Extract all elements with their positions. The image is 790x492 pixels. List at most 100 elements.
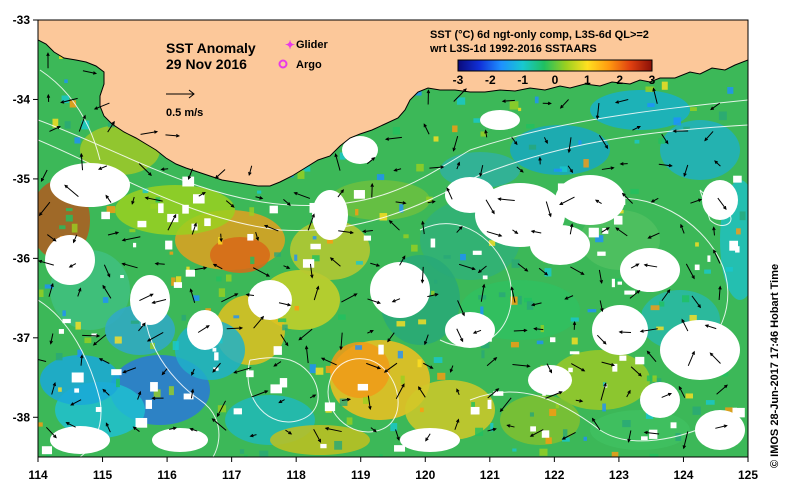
current-arrow-icon bbox=[449, 365, 454, 373]
anomaly-speckle bbox=[168, 386, 174, 396]
current-arrow-icon bbox=[38, 358, 47, 362]
no-data-speckle bbox=[626, 338, 631, 343]
anomaly-speckle bbox=[400, 375, 405, 385]
x-tick-label: 114 bbox=[28, 468, 48, 482]
anomaly-patch bbox=[550, 350, 650, 410]
current-arrow-icon bbox=[370, 182, 374, 198]
current-arrow-icon bbox=[680, 223, 685, 234]
no-data-region bbox=[660, 320, 740, 380]
current-arrow-icon bbox=[49, 333, 54, 345]
anomaly-speckle bbox=[619, 209, 624, 214]
anomaly-speckle bbox=[690, 107, 697, 112]
anomaly-speckle bbox=[437, 372, 446, 380]
contour-line bbox=[144, 279, 220, 457]
colorbar-tick-label: 3 bbox=[649, 73, 656, 87]
no-data-speckle bbox=[617, 281, 623, 285]
no-data-speckle bbox=[530, 239, 540, 248]
current-arrow-icon bbox=[704, 324, 717, 330]
current-arrow-icon bbox=[198, 191, 206, 197]
anomaly-speckle bbox=[673, 117, 682, 126]
current-arrow-icon bbox=[559, 99, 569, 109]
current-arrow-icon bbox=[387, 332, 395, 343]
no-data-speckle bbox=[733, 407, 745, 418]
current-arrow-icon bbox=[189, 427, 198, 432]
current-arrow-icon bbox=[339, 332, 343, 351]
current-arrow-icon bbox=[304, 345, 309, 364]
current-arrow-icon bbox=[630, 366, 642, 377]
anomaly-speckle bbox=[705, 400, 715, 405]
anomaly-speckle bbox=[562, 437, 570, 442]
current-arrow-icon bbox=[423, 362, 434, 369]
no-data-speckle bbox=[140, 321, 145, 326]
y-tick-label: -35 bbox=[13, 172, 31, 186]
current-arrow-icon bbox=[423, 123, 430, 135]
current-arrow-icon bbox=[511, 136, 518, 146]
anomaly-speckle bbox=[130, 320, 140, 324]
current-arrow-icon bbox=[337, 189, 345, 198]
contour-line bbox=[39, 69, 101, 161]
anomaly-speckle bbox=[545, 437, 552, 444]
anomaly-speckle bbox=[529, 412, 534, 417]
current-arrow-icon bbox=[212, 362, 221, 373]
anomaly-speckle bbox=[277, 318, 287, 323]
anomaly-speckle bbox=[416, 163, 424, 172]
anomaly-speckle bbox=[218, 288, 226, 297]
current-arrow-icon bbox=[681, 318, 689, 332]
current-arrow-icon bbox=[46, 93, 51, 102]
current-arrow-icon bbox=[546, 363, 553, 374]
current-arrow-icon bbox=[367, 298, 381, 304]
current-arrow-icon bbox=[38, 259, 54, 266]
anomaly-speckle bbox=[647, 103, 655, 108]
no-data-region bbox=[50, 426, 110, 454]
anomaly-speckle bbox=[540, 325, 544, 333]
anomaly-speckle bbox=[431, 290, 435, 296]
anomaly-speckle bbox=[452, 125, 458, 133]
current-arrow-icon bbox=[632, 125, 641, 131]
current-arrow-icon bbox=[255, 231, 259, 242]
anomaly-speckle bbox=[544, 268, 552, 277]
current-arrow-icon bbox=[575, 399, 584, 403]
anomaly-speckle bbox=[443, 255, 451, 259]
current-arrow-icon bbox=[278, 399, 285, 404]
no-data-speckle bbox=[273, 346, 282, 355]
anomaly-speckle bbox=[129, 229, 136, 233]
current-arrow-icon bbox=[280, 334, 289, 347]
x-tick-label: 121 bbox=[480, 468, 500, 482]
no-data-speckle bbox=[597, 251, 606, 256]
current-arrow-icon bbox=[650, 197, 659, 203]
anomaly-speckle bbox=[481, 341, 490, 349]
map-title: SST Anomaly bbox=[166, 40, 256, 56]
no-data-speckle bbox=[649, 429, 658, 439]
no-data-speckle bbox=[133, 242, 137, 248]
current-arrow-icon bbox=[506, 424, 515, 428]
current-arrow-icon bbox=[48, 282, 54, 297]
anomaly-speckle bbox=[150, 203, 158, 209]
current-arrow-icon bbox=[510, 286, 516, 303]
current-arrow-icon bbox=[248, 165, 253, 176]
anomaly-patch bbox=[405, 380, 495, 440]
x-axis: 114 115 116 117 118 119 120 121 122 123 124 125 bbox=[28, 457, 758, 482]
anomaly-speckle bbox=[379, 454, 383, 457]
current-arrow-icon bbox=[47, 234, 57, 242]
current-arrow-icon bbox=[530, 229, 542, 234]
anomaly-speckle bbox=[59, 225, 66, 230]
current-arrow-icon bbox=[225, 200, 235, 208]
current-arrow-icon bbox=[64, 184, 79, 198]
no-data-speckle bbox=[602, 228, 609, 234]
current-arrow-icon bbox=[165, 134, 181, 138]
current-arrow-icon bbox=[98, 358, 110, 364]
current-arrow-icon bbox=[564, 295, 574, 300]
anomaly-speckle bbox=[434, 279, 438, 284]
no-data-region bbox=[370, 262, 430, 318]
no-data-speckle bbox=[74, 388, 80, 393]
current-arrow-icon bbox=[139, 293, 154, 302]
contour-line bbox=[599, 197, 729, 361]
current-arrow-icon bbox=[486, 357, 498, 367]
current-arrow-icon bbox=[426, 89, 431, 105]
current-arrow-icon bbox=[596, 334, 607, 345]
current-arrow-icon bbox=[144, 196, 163, 202]
anomaly-speckle bbox=[64, 121, 71, 129]
no-data-speckle bbox=[247, 233, 254, 241]
current-arrow-icon bbox=[501, 99, 515, 103]
current-arrow-icon bbox=[485, 199, 495, 215]
